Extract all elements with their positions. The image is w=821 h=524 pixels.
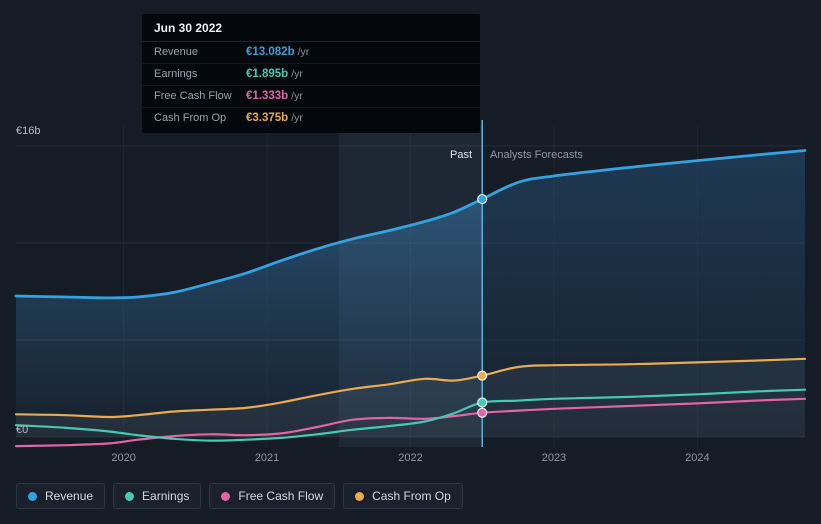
tooltip: Jun 30 2022 Revenue €13.082b /yr Earning… [142, 14, 480, 133]
free-cash-flow-dot-icon [221, 491, 231, 501]
tooltip-label: Free Cash Flow [154, 90, 232, 102]
legend-label: Earnings [142, 489, 190, 503]
tooltip-value: €1.895b [246, 68, 289, 80]
fcf-line [14, 397, 807, 448]
cash-from-op-dot-icon [355, 491, 365, 501]
legend-label: Revenue [45, 489, 94, 503]
tooltip-value: €1.333b [246, 90, 289, 102]
revenue-dot-icon [28, 491, 37, 501]
tooltip-suffix: /yr [291, 112, 303, 124]
tooltip-value: €3.375b [246, 112, 289, 124]
tooltip-label: Revenue [154, 46, 199, 58]
legend-item-earnings[interactable]: Earnings [113, 483, 202, 509]
y-axis-label-top: €16b [16, 125, 41, 137]
legend-item-cash-from-op[interactable]: Cash From Op [343, 483, 463, 509]
revenue-area-past [16, 199, 483, 437]
revenue-marker [477, 193, 488, 205]
x-tick-label: 2024 [685, 452, 709, 464]
tooltip-suffix: /yr [291, 90, 303, 102]
x-tick-label: 2021 [255, 452, 279, 464]
x-tick-label: 2020 [111, 452, 135, 464]
revenue-area-forecast [482, 150, 805, 437]
legend: Revenue Earnings Free Cash Flow Cash Fro… [16, 483, 463, 509]
cashop-marker [477, 370, 488, 381]
tooltip-row-earnings: Earnings €1.895b /yr [142, 63, 480, 85]
cashop-line [14, 357, 807, 419]
earnings-line [14, 388, 807, 442]
legend-label: Free Cash Flow [238, 489, 324, 503]
earnings-dot-icon [125, 491, 135, 501]
tooltip-value: €13.082b [246, 46, 295, 58]
legend-item-free-cash-flow[interactable]: Free Cash Flow [209, 483, 336, 509]
tooltip-suffix: /yr [291, 68, 303, 80]
tooltip-date: Jun 30 2022 [142, 14, 480, 42]
revenue-line [14, 149, 807, 300]
past-label: Past [449, 149, 472, 161]
forecast-label: Analysts Forecasts [490, 149, 583, 161]
legend-item-revenue[interactable]: Revenue [16, 483, 106, 509]
legend-label: Cash From Op [372, 489, 451, 503]
tooltip-label: Earnings [154, 68, 198, 80]
earnings-marker [477, 397, 488, 408]
y-axis-label-zero: €0 [16, 424, 29, 436]
x-tick-label: 2022 [398, 452, 422, 464]
x-tick-label: 2023 [542, 452, 566, 464]
tooltip-row-revenue: Revenue €13.082b /yr [142, 42, 480, 63]
fcf-marker [477, 407, 488, 418]
tooltip-row-cash-from-op: Cash From Op €3.375b /yr [142, 107, 480, 129]
tooltip-suffix: /yr [297, 46, 310, 58]
tooltip-row-free-cash-flow: Free Cash Flow €1.333b /yr [142, 85, 480, 107]
tooltip-label: Cash From Op [154, 112, 227, 124]
